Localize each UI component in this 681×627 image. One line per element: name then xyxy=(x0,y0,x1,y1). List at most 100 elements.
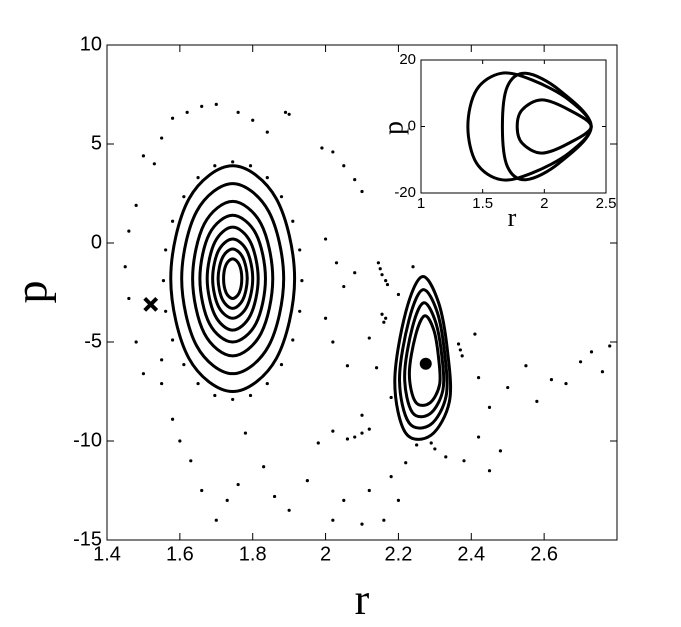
chaotic-point xyxy=(196,176,200,180)
chaotic-point xyxy=(460,354,464,358)
chaotic-point xyxy=(127,229,131,233)
chaotic-point xyxy=(353,271,357,275)
chaotic-point xyxy=(376,261,380,265)
y-axis-label: p xyxy=(6,281,57,304)
chaotic-point xyxy=(178,439,182,443)
chaotic-point xyxy=(265,176,269,180)
chaotic-point xyxy=(476,435,481,439)
chaotic-point xyxy=(380,312,384,316)
chaotic-point xyxy=(331,150,335,154)
chaotic-point xyxy=(331,340,335,344)
chaotic-point xyxy=(458,348,462,352)
chaotic-point xyxy=(564,381,568,386)
chaotic-point xyxy=(473,332,477,336)
chaotic-point xyxy=(300,279,304,283)
x-tick-label: 1.6 xyxy=(166,543,194,565)
chaotic-point xyxy=(231,160,235,164)
chaotic-point xyxy=(200,488,204,493)
chaotic-point xyxy=(462,459,466,463)
chaotic-point xyxy=(323,237,328,241)
orbit-curve xyxy=(403,301,446,419)
chaotic-point xyxy=(524,364,528,368)
chaotic-point xyxy=(134,203,138,207)
inset-background xyxy=(421,60,606,193)
chaotic-point xyxy=(608,344,612,348)
chaotic-point xyxy=(127,296,131,301)
chaotic-point xyxy=(248,164,253,168)
chaotic-point xyxy=(265,381,269,386)
orbit-curve xyxy=(407,314,442,407)
orbit-curve xyxy=(205,225,260,332)
chaotic-point xyxy=(396,498,401,502)
orbit-curve xyxy=(222,257,244,300)
chaotic-point xyxy=(589,350,594,354)
chaotic-point xyxy=(384,316,388,320)
cross-marker xyxy=(143,296,159,312)
chaotic-point xyxy=(160,136,164,140)
chaotic-point xyxy=(200,104,204,108)
chaotic-point xyxy=(433,447,437,451)
orbit-curve xyxy=(180,182,286,376)
x-tick-label: 2.6 xyxy=(530,543,558,565)
chaotic-point xyxy=(272,494,277,499)
x-tick-label: 1.8 xyxy=(239,543,267,565)
chaotic-point xyxy=(404,461,408,465)
chaotic-point xyxy=(287,508,291,512)
chaotic-point xyxy=(345,364,350,368)
y-tick-label: 5 xyxy=(91,132,102,154)
chaotic-point xyxy=(382,320,386,324)
chaotic-point xyxy=(331,518,335,522)
fixed-point xyxy=(419,357,432,370)
chaotic-point xyxy=(279,195,284,199)
chaotic-point xyxy=(189,459,193,463)
chaotic-point xyxy=(170,219,175,223)
orbit-curve xyxy=(500,71,593,182)
y-tick-label: 20 xyxy=(399,51,416,68)
x-tick-label: 2 xyxy=(320,543,331,565)
chaotic-point xyxy=(236,110,240,114)
x-tick-label: 1 xyxy=(417,195,425,212)
chaotic-point xyxy=(487,405,492,409)
y-tick-label: 10 xyxy=(80,33,102,55)
chaotic-point xyxy=(456,342,461,346)
chaotic-point xyxy=(213,393,217,398)
chaotic-point xyxy=(360,189,364,194)
chaotic-point xyxy=(360,431,364,435)
chaotic-point xyxy=(236,482,240,487)
chaotic-point xyxy=(251,118,255,122)
chaotic-point xyxy=(331,429,335,433)
chaotic-point xyxy=(134,340,138,344)
chaotic-point xyxy=(367,427,371,431)
chaotic-point xyxy=(444,455,448,459)
chaotic-point xyxy=(123,265,127,269)
chaotic-point xyxy=(213,164,217,168)
chaotic-point xyxy=(164,248,168,252)
orbit-curve xyxy=(211,237,255,320)
chaotic-point xyxy=(549,378,554,382)
orbit-curve xyxy=(216,247,249,310)
chaotic-point xyxy=(185,110,189,114)
y-tick-label: -15 xyxy=(73,528,102,550)
chaotic-point xyxy=(164,309,168,313)
chaotic-point xyxy=(342,498,346,502)
chaotic-point xyxy=(225,498,229,502)
x-tick-label: 2.5 xyxy=(596,195,617,212)
chaotic-point xyxy=(535,399,539,403)
chaotic-point xyxy=(389,395,393,400)
chaotic-point xyxy=(578,360,583,364)
orbit-curve xyxy=(169,164,297,394)
chaotic-point xyxy=(170,338,175,342)
chaotic-point xyxy=(152,162,156,166)
chaotic-point xyxy=(353,435,357,439)
chaotic-point xyxy=(248,393,253,398)
x-tick-label: 2.4 xyxy=(457,543,485,565)
chaotic-point xyxy=(498,449,503,453)
orbit-curve xyxy=(198,213,267,344)
chaotic-point xyxy=(334,261,339,265)
chaotic-point xyxy=(214,518,218,522)
x-tick-label: 2.2 xyxy=(385,543,413,565)
chaotic-point xyxy=(342,284,346,289)
y-tick-label: -10 xyxy=(73,429,102,451)
chaotic-point xyxy=(231,397,235,402)
